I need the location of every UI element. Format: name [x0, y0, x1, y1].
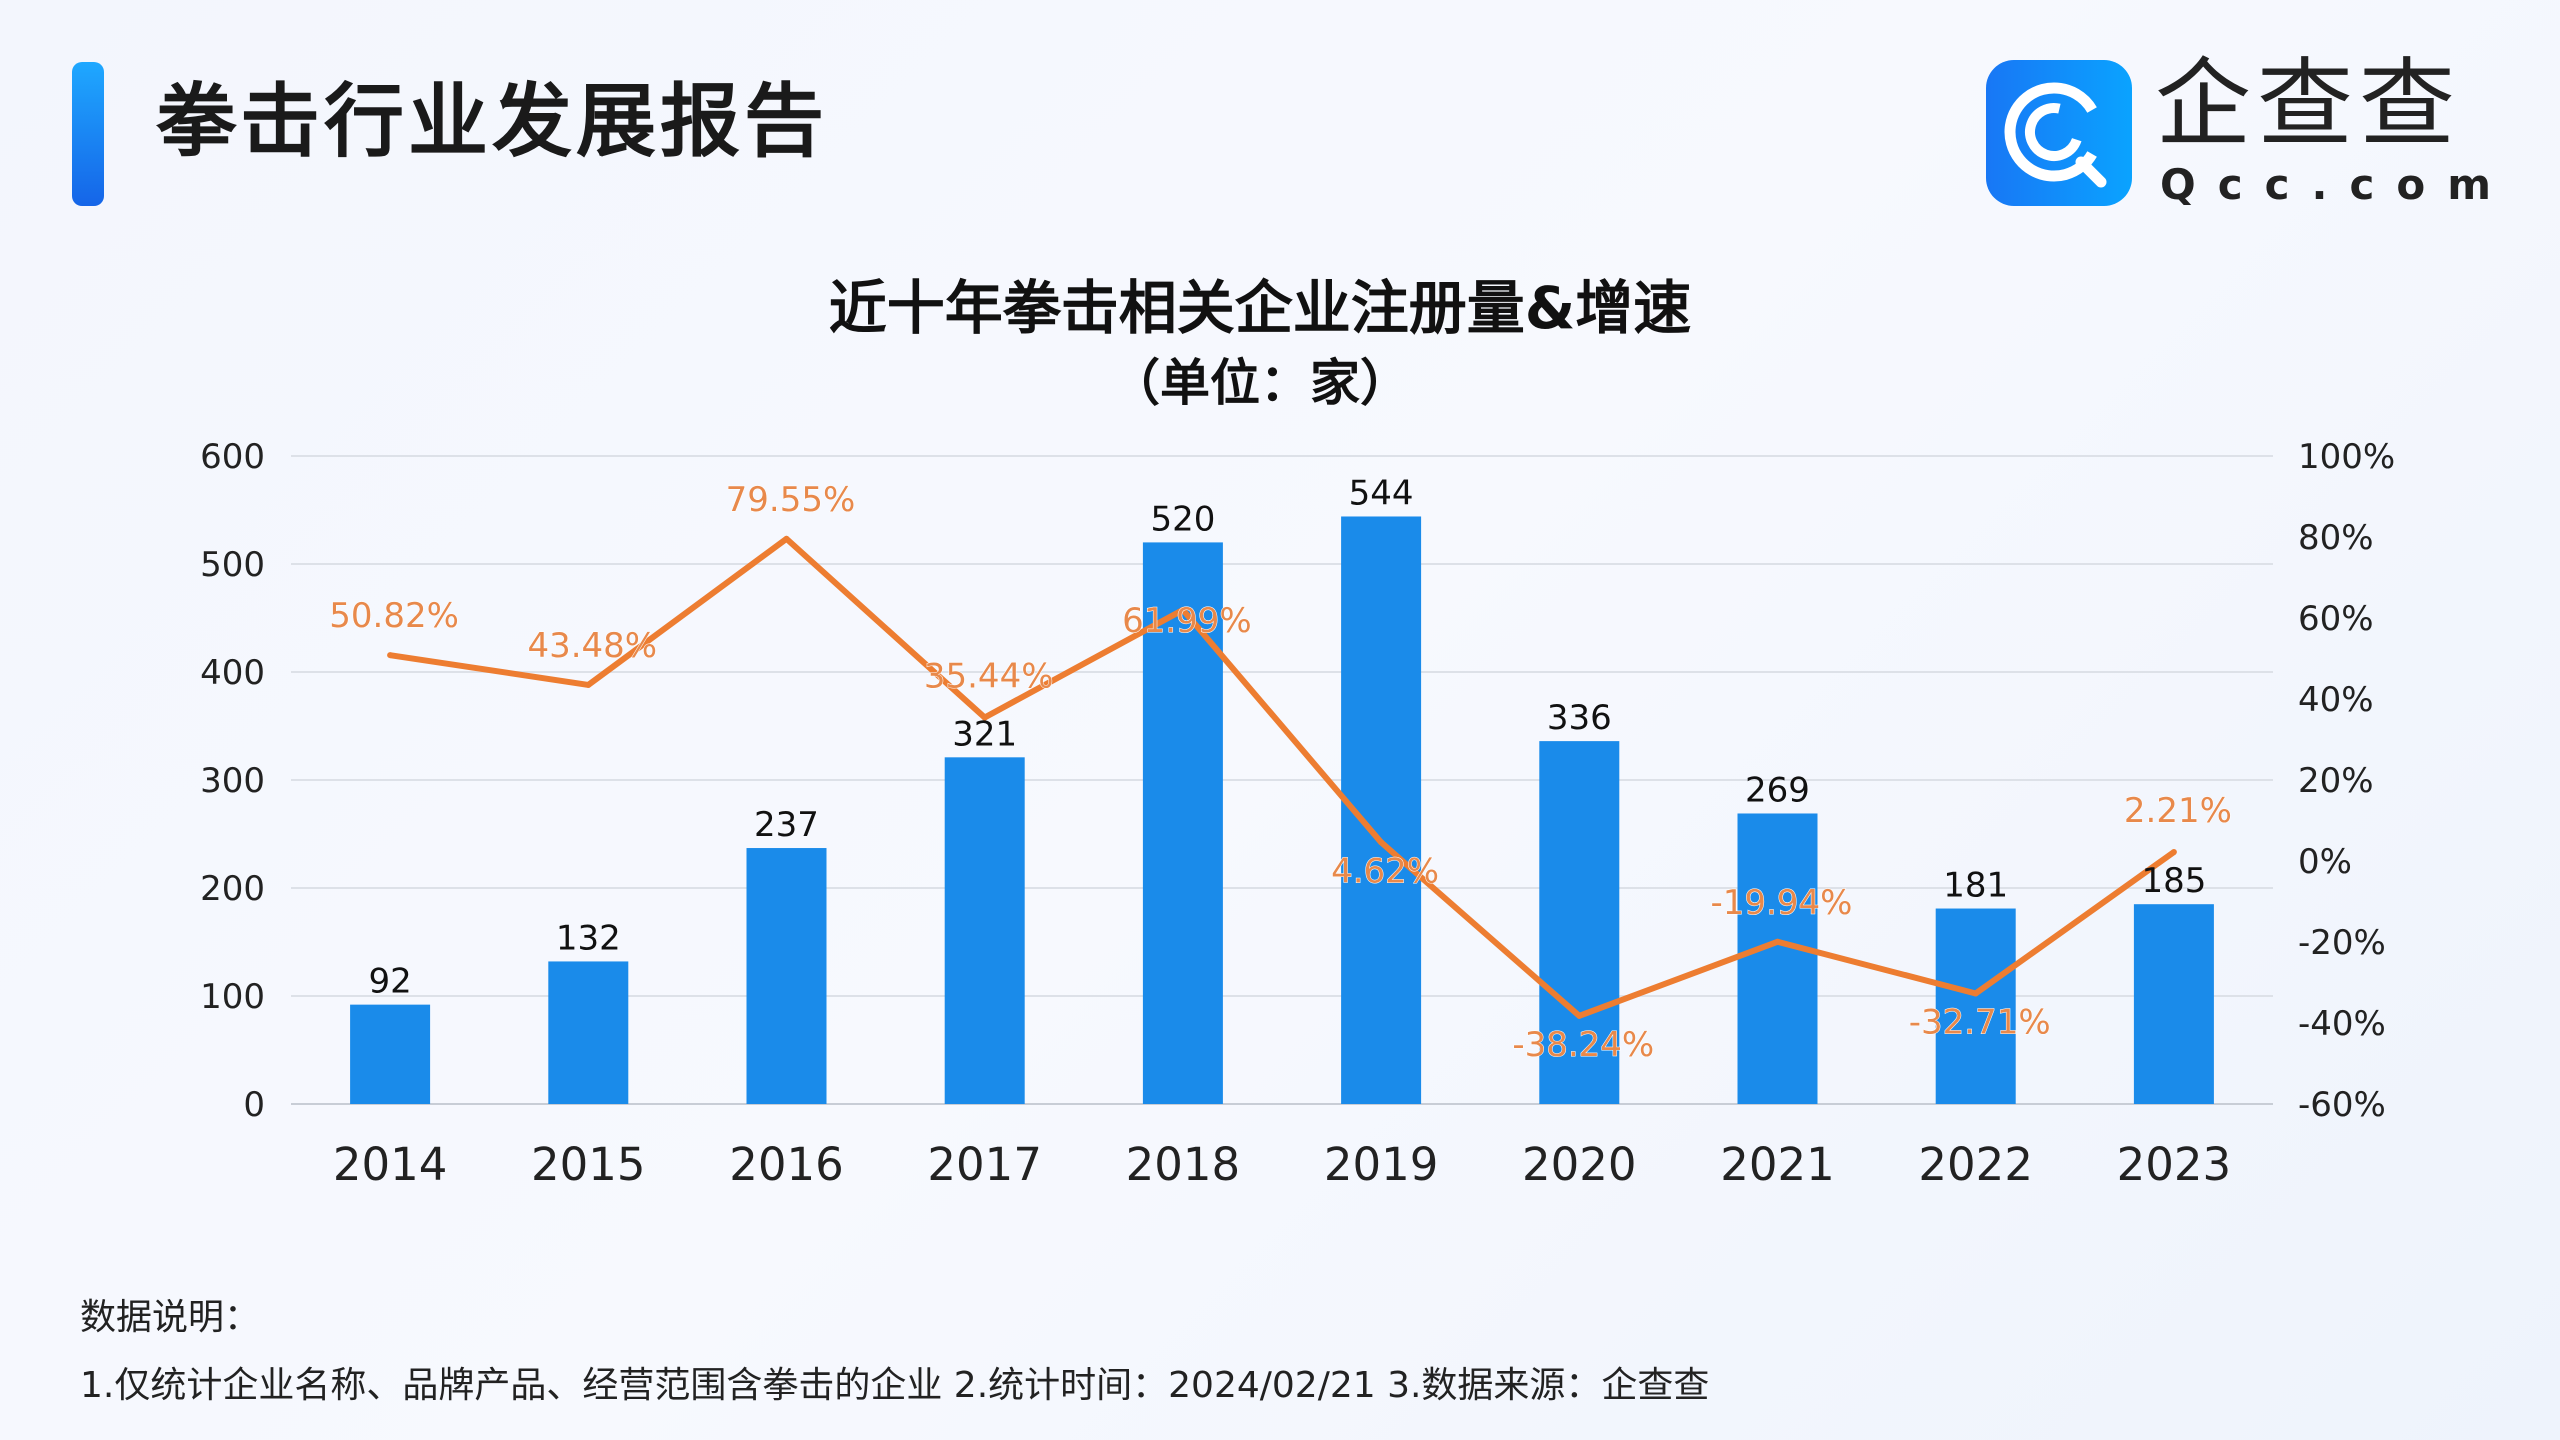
bar-value-label: 181 — [1943, 866, 2008, 906]
x-tick-label: 2020 — [1522, 1138, 1637, 1191]
line-point — [1179, 606, 1186, 613]
bar-value-label: 269 — [1745, 770, 1810, 810]
y2-tick-label: 100% — [2298, 437, 2395, 477]
line-point — [2170, 849, 2177, 856]
chart-title: 近十年拳击相关企业注册量&增速 — [829, 274, 1692, 342]
bar-value-label: 520 — [1150, 499, 1215, 539]
qcc-logo-icon — [1986, 60, 2132, 206]
line-point — [783, 535, 790, 542]
bar-value-label: 321 — [952, 714, 1017, 754]
x-tick-label: 2022 — [1918, 1138, 2033, 1191]
bar-value-label: 132 — [556, 918, 621, 958]
line-point — [387, 652, 394, 659]
growth-value-label: 35.44% — [924, 656, 1054, 696]
bar-value-label: 185 — [2141, 861, 2206, 901]
bar — [350, 1004, 431, 1104]
page-title: 拳击行业发展报告 — [156, 75, 828, 168]
y-tick-label: 400 — [200, 653, 265, 693]
growth-value-label: -19.94% — [1711, 883, 1853, 923]
y2-tick-label: 80% — [2298, 518, 2374, 558]
x-tick-label: 2016 — [729, 1138, 844, 1191]
growth-value-label: -38.24% — [1512, 1025, 1654, 1065]
x-tick-label: 2015 — [531, 1138, 646, 1191]
growth-value-label: 50.82% — [329, 596, 459, 636]
bar — [1737, 813, 1818, 1104]
y2-tick-label: 0% — [2298, 842, 2352, 882]
growth-value-label: 79.55% — [726, 480, 856, 520]
bar — [2133, 904, 2214, 1104]
y2-tick-label: 60% — [2298, 599, 2374, 639]
y2-tick-label: 40% — [2298, 680, 2374, 720]
x-tick-label: 2018 — [1126, 1138, 1241, 1191]
y-tick-label: 300 — [200, 761, 265, 801]
line-point — [1576, 1012, 1583, 1019]
logo-text: 企查查 — [2155, 48, 2461, 160]
growth-value-label: 43.48% — [527, 626, 657, 666]
bar-value-label: 336 — [1547, 698, 1612, 738]
y2-tick-label: -60% — [2298, 1085, 2386, 1125]
growth-value-label: -32.71% — [1909, 1002, 2051, 1042]
line-point — [1972, 990, 1979, 997]
growth-line — [389, 535, 2176, 1019]
footer-note-title: 数据说明： — [80, 1297, 261, 1338]
line-point — [1774, 938, 1781, 945]
footer-note: 1.仅统计企业名称、品牌产品、经营范围含拳击的企业 2.统计时间：2024/02… — [80, 1365, 1710, 1406]
x-tick-label: 2014 — [333, 1138, 448, 1191]
line-point — [1378, 839, 1385, 846]
bar — [746, 848, 827, 1104]
x-tick-label: 2017 — [927, 1138, 1042, 1191]
bar-value-label: 237 — [754, 805, 819, 845]
y2-tick-label: -40% — [2298, 1004, 2386, 1044]
y-tick-label: 600 — [200, 437, 265, 477]
line-point — [981, 714, 988, 721]
y-tick-label: 100 — [200, 977, 265, 1017]
x-tick-label: 2023 — [2117, 1138, 2232, 1191]
y-tick-label: 500 — [200, 545, 265, 585]
x-tick-label: 2019 — [1324, 1138, 1439, 1191]
bar — [944, 757, 1025, 1104]
title-accent-bar — [72, 62, 104, 206]
y-tick-label: 0 — [243, 1085, 265, 1125]
bar-value-label: 544 — [1349, 473, 1414, 513]
bar — [1142, 542, 1223, 1104]
growth-value-label: 4.62% — [1331, 851, 1439, 891]
line-point — [585, 681, 592, 688]
chart-subtitle: （单位：家） — [1110, 354, 1410, 412]
y2-tick-label: -20% — [2298, 923, 2386, 963]
growth-value-label: 2.21% — [2124, 791, 2232, 831]
bar — [548, 961, 629, 1104]
y-tick-label: 200 — [200, 869, 265, 909]
y2-tick-label: 20% — [2298, 761, 2374, 801]
bar-value-label: 92 — [368, 962, 411, 1002]
x-tick-label: 2021 — [1720, 1138, 1835, 1191]
bar — [1935, 908, 2016, 1104]
logo-subtext: Qcc.com — [2160, 160, 2513, 209]
growth-value-label: 61.99% — [1122, 601, 1252, 641]
bar — [1539, 741, 1620, 1104]
